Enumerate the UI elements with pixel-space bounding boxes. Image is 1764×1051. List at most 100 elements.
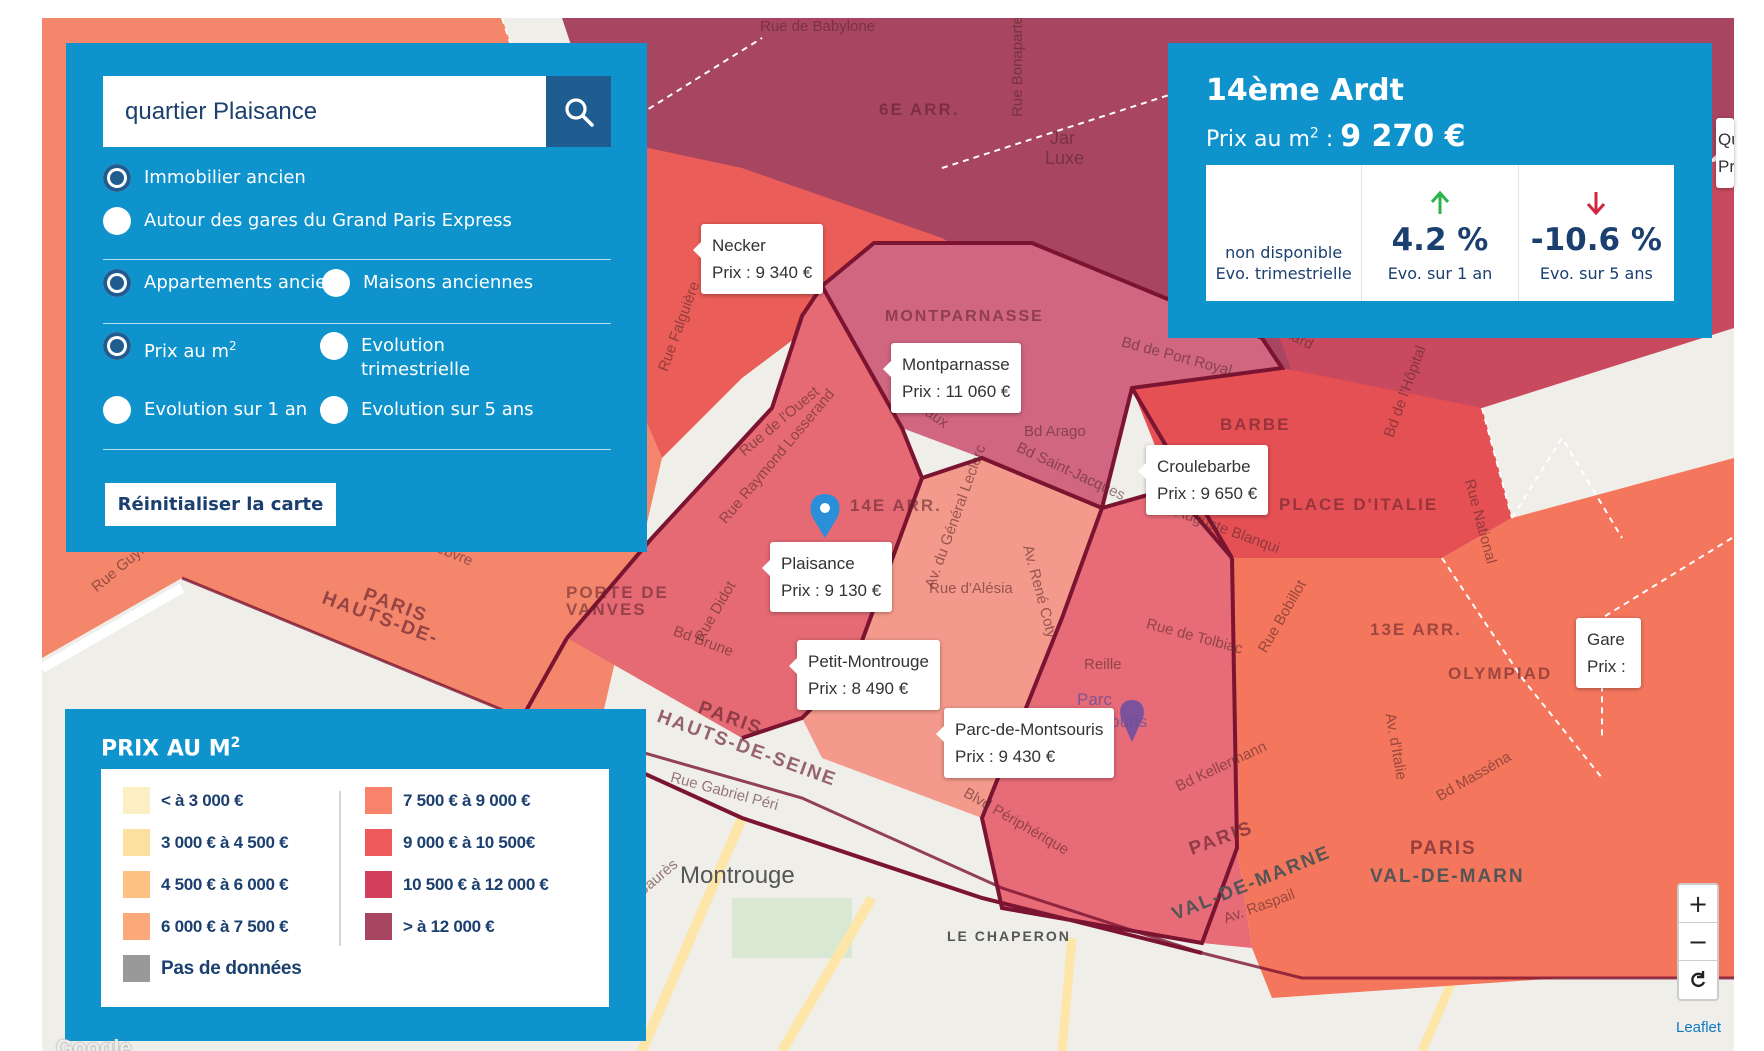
stat-label: Evo. trimestrielle	[1215, 264, 1352, 283]
popup-name: Gare	[1587, 630, 1625, 649]
search-input[interactable]	[103, 76, 546, 147]
district-petit-montrouge	[802, 458, 1102, 818]
radio-unselected-icon	[322, 269, 350, 297]
popup-croulebarbe[interactable]: Croulebarbe Prix : 9 650 €	[1137, 445, 1269, 515]
radio-unselected-icon	[103, 207, 131, 235]
radio-unselected-icon	[320, 396, 348, 424]
legend-label: 4 500 € à 6 000 €	[161, 874, 289, 894]
legend-label: 10 500 € à 12 000 €	[403, 874, 549, 894]
road	[1057, 937, 1077, 1051]
legend-title-text: PRIX AU M	[101, 736, 231, 762]
radio-label: Prix au m2	[144, 334, 237, 364]
price-legend: PRIX AU M2 < à 3 000 € 3 000 € à 4 500 €…	[65, 709, 646, 1041]
search-icon	[564, 97, 594, 127]
stat-value: 4.2 %	[1391, 222, 1489, 258]
evolution-stats: non disponible Evo. trimestrielle 4.2 % …	[1206, 165, 1674, 301]
legend-swatch	[123, 913, 150, 940]
popup-plaisance[interactable]: Plaisance Prix : 9 130 €	[761, 542, 893, 612]
divider	[103, 259, 611, 260]
park-area	[732, 898, 852, 958]
legend-item-no-data: Pas de données	[123, 955, 302, 982]
reset-map-button[interactable]: Réinitialiser la carte	[105, 483, 336, 526]
stat-value: non disponible	[1225, 243, 1343, 262]
legend-label: Pas de données	[161, 957, 302, 979]
legend-item: < à 3 000 €	[123, 787, 244, 814]
stat-five-years: -10.6 % Evo. sur 5 ans	[1519, 165, 1674, 301]
radio-selected-icon	[103, 164, 131, 192]
down-arrow-icon	[1587, 192, 1606, 216]
popup-gare[interactable]: Gare Prix :	[1576, 618, 1641, 688]
radio-evolution-trimestrielle[interactable]: Evolution trimestrielle	[320, 332, 470, 382]
legend-item: 9 000 € à 10 500€	[365, 829, 535, 856]
radio-label: Evolution sur 5 ans	[361, 399, 534, 420]
radio-label: Evolution trimestrielle	[361, 334, 470, 382]
popup-name: Plaisance	[781, 554, 855, 573]
stat-label: Evo. sur 5 ans	[1539, 264, 1653, 283]
popup-price: Prix : 11 060 €	[902, 382, 1011, 401]
district-info-panel: 14ème Ardt Prix au m2 : 9 270 € non disp…	[1168, 43, 1712, 338]
divider	[103, 323, 611, 324]
popup-price: Pr	[1718, 157, 1734, 176]
legend-label: 7 500 € à 9 000 €	[403, 790, 531, 810]
popup-montparnasse[interactable]: Montparnasse Prix : 11 060 €	[882, 343, 1022, 413]
legend-item: 7 500 € à 9 000 €	[365, 787, 531, 814]
leaflet-attribution-link[interactable]: Leaflet	[1676, 1019, 1722, 1036]
radio-selected-icon	[103, 269, 131, 297]
zoom-out-button[interactable]: −	[1679, 923, 1717, 961]
radio-prix-m2[interactable]: Prix au m2	[103, 332, 237, 364]
road	[42, 583, 185, 673]
radio-maisons-anciennes[interactable]: Maisons anciennes	[322, 269, 534, 297]
popup-petit-montrouge[interactable]: Petit-Montrouge Prix : 8 490 €	[789, 640, 940, 710]
radio-immobilier-ancien[interactable]: Immobilier ancien	[103, 164, 306, 192]
legend-item: 6 000 € à 7 500 €	[123, 913, 289, 940]
radio-label: Appartements anciens	[144, 272, 348, 293]
radio-label: Maisons anciennes	[363, 272, 534, 293]
radio-evolution-1-an[interactable]: Evolution sur 1 an	[103, 396, 308, 424]
popup-name: Qu	[1718, 130, 1734, 149]
radio-selected-icon	[103, 332, 131, 360]
boundary-line	[1601, 537, 1733, 738]
radio-label: Evolution sur 1 an	[144, 399, 308, 420]
road	[637, 816, 747, 1051]
legend-label: 3 000 € à 4 500 €	[161, 832, 289, 852]
superscript: 2	[1309, 125, 1319, 142]
legend-swatch	[365, 871, 392, 898]
radio-gares-grand-paris[interactable]: Autour des gares du Grand Paris Express	[103, 207, 512, 235]
price-separator: :	[1318, 127, 1341, 152]
district-price: Prix au m2 : 9 270 €	[1206, 119, 1466, 154]
legend-item: 3 000 € à 4 500 €	[123, 829, 289, 856]
radio-appartements-anciens[interactable]: Appartements anciens	[103, 269, 348, 297]
district-parc-montsouris	[982, 488, 1252, 948]
legend-swatch	[123, 955, 150, 982]
price-value: 9 270 €	[1340, 119, 1466, 154]
district-plaisance	[567, 286, 922, 738]
boundary-line	[1481, 407, 1513, 519]
popup-parc-montsouris[interactable]: Parc-de-Montsouris Prix : 9 430 €	[935, 708, 1115, 778]
district-title: 14ème Ardt	[1206, 73, 1404, 108]
reset-view-button[interactable]	[1679, 961, 1717, 999]
road	[777, 895, 877, 1051]
popup-necker[interactable]: Necker Prix : 9 340 €	[692, 224, 824, 294]
zoom-in-button[interactable]: +	[1679, 885, 1717, 923]
legend-separator	[339, 791, 341, 946]
district-13e	[1232, 458, 1734, 998]
superscript: 2	[229, 339, 237, 353]
search-button[interactable]	[546, 76, 611, 147]
radio-evolution-5-ans[interactable]: Evolution sur 5 ans	[320, 396, 534, 424]
montsouris-pin-icon	[1120, 700, 1144, 742]
google-logo: Google	[56, 1035, 132, 1051]
legend-swatch	[123, 829, 150, 856]
legend-swatch	[365, 913, 392, 940]
popup-price: Prix : 9 340 €	[712, 263, 813, 282]
popup-price: Prix : 9 430 €	[955, 747, 1056, 766]
legend-item: > à 12 000 €	[365, 913, 495, 940]
popup-price: Prix : 9 650 €	[1157, 484, 1258, 503]
filter-panel: Immobilier ancien Autour des gares du Gr…	[66, 43, 647, 552]
legend-swatch	[123, 871, 150, 898]
popup-name: Montparnasse	[902, 355, 1010, 374]
popup-cut-right[interactable]: Qu Pr	[1716, 118, 1734, 188]
radio-label: Autour des gares du Grand Paris Express	[144, 210, 512, 231]
stat-label: Evo. sur 1 an	[1387, 264, 1493, 283]
radio-label-line: trimestrielle	[361, 359, 471, 380]
